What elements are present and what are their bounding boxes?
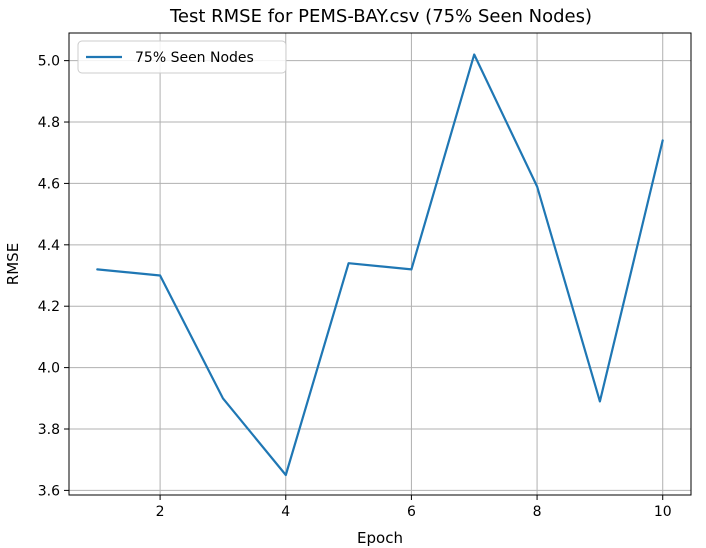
y-tick-label: 4.8: [38, 115, 60, 131]
y-tick-label: 4.0: [38, 361, 60, 377]
grid: [69, 33, 691, 495]
series-group: [96, 53, 664, 477]
y-tick-label: 4.4: [38, 238, 60, 254]
plot-frame: [68, 32, 692, 496]
y-tick-label: 5.0: [38, 54, 60, 70]
legend-label: 75% Seen Nodes: [135, 50, 254, 66]
y-tick-label: 4.2: [38, 299, 60, 315]
legend: 75% Seen Nodes: [77, 40, 287, 74]
y-axis: 3.6 3.8 4.0 4.2 4.4 4.6 4.8 5.0: [38, 54, 69, 499]
chart-title: Test RMSE for PEMS-BAY.csv (75% Seen Nod…: [169, 6, 592, 27]
y-axis-label: RMSE: [4, 243, 22, 285]
y-tick-label: 3.8: [38, 422, 60, 438]
y-tick-label: 3.6: [38, 483, 60, 499]
x-tick-label: 6: [407, 504, 416, 520]
x-axis-label: Epoch: [357, 529, 403, 547]
x-tick-label: 2: [156, 504, 165, 520]
x-axis: 2 4 6 8 10: [156, 495, 672, 520]
x-tick-label: 8: [533, 504, 542, 520]
x-tick-label: 4: [281, 504, 290, 520]
series-line: [96, 53, 664, 477]
x-tick-label: 10: [654, 504, 672, 520]
y-tick-label: 4.6: [38, 176, 60, 192]
legend-box: [77, 40, 287, 74]
